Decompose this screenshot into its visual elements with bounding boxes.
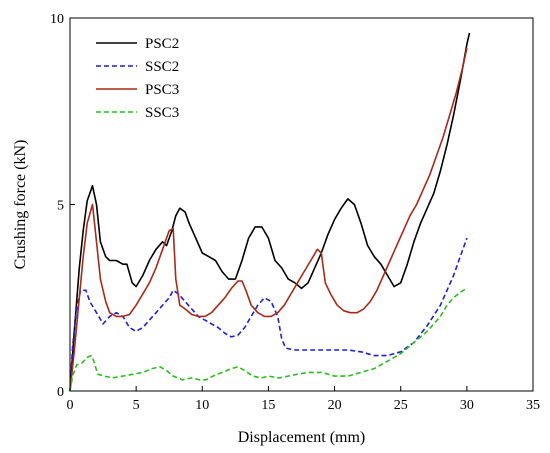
y-tick-label: 0 bbox=[57, 385, 64, 400]
legend-label-psc2: PSC2 bbox=[145, 36, 179, 52]
legend-label-ssc3: SSC3 bbox=[145, 105, 179, 121]
series-line-psc3 bbox=[69, 47, 468, 392]
y-tick-label: 5 bbox=[57, 199, 64, 214]
series-lines bbox=[69, 32, 471, 392]
plot-frame bbox=[69, 17, 534, 392]
y-axis-label: Crushing force (kN) bbox=[12, 140, 29, 270]
x-tick-label: 25 bbox=[394, 398, 408, 413]
x-tick-label: 30 bbox=[460, 398, 474, 413]
x-tick-label: 10 bbox=[195, 398, 209, 413]
series-line-psc2 bbox=[69, 32, 471, 392]
axis-tick-labels: 0 5 10 15 20 25 30 35 0 5 10 bbox=[50, 12, 540, 413]
x-tick-label: 5 bbox=[133, 398, 140, 413]
y-tick-label: 10 bbox=[50, 12, 64, 27]
x-tick-label: 35 bbox=[526, 398, 540, 413]
legend-label-ssc2: SSC2 bbox=[145, 59, 179, 75]
axis-ticks bbox=[69, 17, 534, 392]
x-axis-label: Displacement (mm) bbox=[238, 429, 366, 446]
x-tick-label: 20 bbox=[328, 398, 342, 413]
legend: PSC2 SSC2 PSC3 SSC3 bbox=[96, 36, 179, 121]
x-tick-label: 0 bbox=[67, 398, 74, 413]
series-line-ssc2 bbox=[69, 237, 468, 392]
x-tick-label: 15 bbox=[261, 398, 275, 413]
series-line-ssc3 bbox=[69, 287, 468, 392]
legend-label-psc3: PSC3 bbox=[145, 82, 179, 98]
